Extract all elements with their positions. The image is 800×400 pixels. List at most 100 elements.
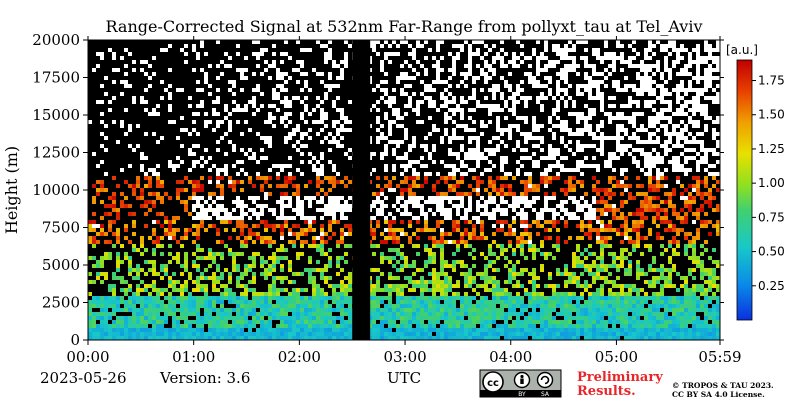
heatmap-cell bbox=[632, 88, 636, 92]
heatmap-cell bbox=[264, 328, 268, 332]
heatmap-cell bbox=[492, 212, 496, 216]
heatmap-cell bbox=[348, 332, 352, 336]
heatmap-cell bbox=[268, 76, 272, 80]
heatmap-cell bbox=[196, 332, 200, 336]
heatmap-cell bbox=[332, 232, 336, 236]
heatmap-cell bbox=[408, 276, 412, 280]
heatmap-cell bbox=[564, 336, 568, 340]
heatmap-cell bbox=[144, 324, 148, 328]
heatmap-cell bbox=[284, 204, 288, 208]
heatmap-cell bbox=[412, 312, 416, 316]
heatmap-cell bbox=[440, 308, 444, 312]
heatmap-cell bbox=[316, 308, 320, 312]
heatmap-cell bbox=[100, 200, 104, 204]
heatmap-cell bbox=[492, 88, 496, 92]
heatmap-cell bbox=[612, 300, 616, 304]
heatmap-cell bbox=[604, 192, 608, 196]
heatmap-cell bbox=[576, 132, 580, 136]
heatmap-cell bbox=[612, 256, 616, 260]
heatmap-cell bbox=[120, 168, 124, 172]
heatmap-cell bbox=[208, 84, 212, 88]
heatmap-cell bbox=[216, 252, 220, 256]
heatmap-cell bbox=[628, 288, 632, 292]
heatmap-cell bbox=[184, 200, 188, 204]
heatmap-cell bbox=[652, 328, 656, 332]
heatmap-cell bbox=[540, 140, 544, 144]
heatmap-cell bbox=[508, 312, 512, 316]
heatmap-cell bbox=[304, 72, 308, 76]
heatmap-cell bbox=[252, 196, 256, 200]
heatmap-cell bbox=[516, 280, 520, 284]
heatmap-cell bbox=[416, 316, 420, 320]
heatmap-cell bbox=[440, 280, 444, 284]
heatmap-cell bbox=[240, 212, 244, 216]
heatmap-cell bbox=[596, 288, 600, 292]
heatmap-cell bbox=[308, 308, 312, 312]
heatmap-cell bbox=[240, 232, 244, 236]
heatmap-cell bbox=[560, 292, 564, 296]
heatmap-cell bbox=[612, 260, 616, 264]
heatmap-cell bbox=[648, 284, 652, 288]
heatmap-cell bbox=[496, 312, 500, 316]
heatmap-cell bbox=[568, 336, 572, 340]
heatmap-cell bbox=[328, 56, 332, 60]
heatmap-cell bbox=[612, 156, 616, 160]
heatmap-cell bbox=[112, 288, 116, 292]
heatmap-cell bbox=[480, 336, 484, 340]
heatmap-cell bbox=[500, 156, 504, 160]
heatmap-cell bbox=[564, 320, 568, 324]
heatmap-cell bbox=[556, 80, 560, 84]
heatmap-cell bbox=[248, 236, 252, 240]
heatmap-cell bbox=[508, 260, 512, 264]
heatmap-cell bbox=[256, 252, 260, 256]
heatmap-cell bbox=[484, 264, 488, 268]
heatmap-cell bbox=[268, 176, 272, 180]
heatmap-cell bbox=[652, 336, 656, 340]
heatmap-cell bbox=[496, 148, 500, 152]
heatmap-cell bbox=[236, 304, 240, 308]
heatmap-cell bbox=[628, 212, 632, 216]
heatmap-cell bbox=[240, 228, 244, 232]
heatmap-cell bbox=[124, 256, 128, 260]
heatmap-cell bbox=[328, 212, 332, 216]
heatmap-cell bbox=[292, 328, 296, 332]
heatmap-cell bbox=[384, 112, 388, 116]
heatmap-cell bbox=[468, 232, 472, 236]
heatmap-cell bbox=[312, 108, 316, 112]
heatmap-cell bbox=[256, 292, 260, 296]
heatmap-cell bbox=[648, 80, 652, 84]
heatmap-cell bbox=[608, 280, 612, 284]
heatmap-cell bbox=[620, 44, 624, 48]
heatmap-cell bbox=[184, 328, 188, 332]
heatmap-cell bbox=[420, 284, 424, 288]
heatmap-cell bbox=[196, 296, 200, 300]
heatmap-cell bbox=[652, 160, 656, 164]
heatmap-cell bbox=[332, 300, 336, 304]
heatmap-cell bbox=[196, 196, 200, 200]
heatmap-cell bbox=[180, 200, 184, 204]
heatmap-cell bbox=[636, 112, 640, 116]
heatmap-cell bbox=[540, 148, 544, 152]
heatmap-cell bbox=[556, 220, 560, 224]
heatmap-cell bbox=[112, 328, 116, 332]
heatmap-cell bbox=[248, 328, 252, 332]
heatmap-cell bbox=[284, 140, 288, 144]
heatmap-cell bbox=[636, 276, 640, 280]
heatmap-cell bbox=[404, 72, 408, 76]
heatmap-cell bbox=[636, 300, 640, 304]
heatmap-cell bbox=[108, 220, 112, 224]
heatmap-cell bbox=[196, 244, 200, 248]
heatmap-cell bbox=[528, 184, 532, 188]
heatmap-cell bbox=[584, 316, 588, 320]
heatmap-cell bbox=[212, 112, 216, 116]
heatmap-cell bbox=[408, 240, 412, 244]
heatmap-cell bbox=[144, 88, 148, 92]
heatmap-cell bbox=[448, 312, 452, 316]
heatmap-cell bbox=[328, 248, 332, 252]
heatmap-cell bbox=[444, 240, 448, 244]
heatmap-cell bbox=[260, 320, 264, 324]
heatmap-cell bbox=[632, 156, 636, 160]
heatmap-cell bbox=[172, 232, 176, 236]
heatmap-cell bbox=[580, 116, 584, 120]
heatmap-cell bbox=[512, 104, 516, 108]
